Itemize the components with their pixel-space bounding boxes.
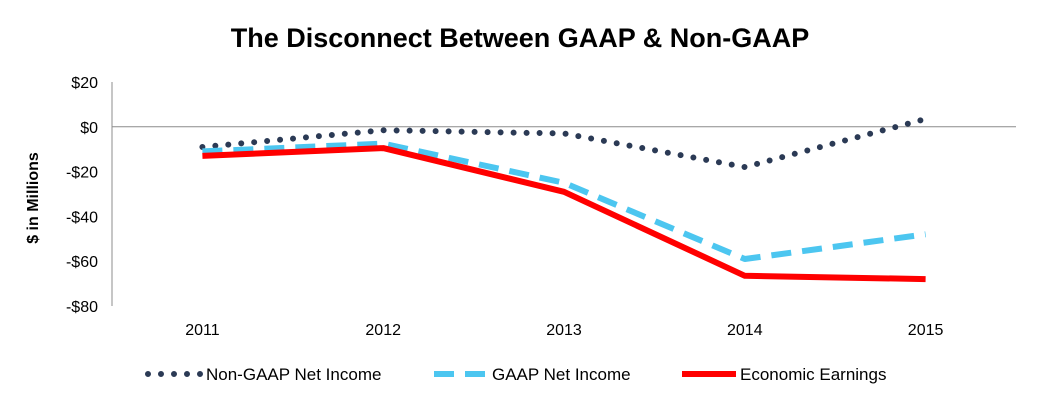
legend: Non-GAAP Net Income GAAP Net Income Econom… bbox=[145, 365, 886, 384]
chart-title: The Disconnect Between GAAP & Non-GAAP bbox=[231, 23, 810, 53]
x-tick-label: 2011 bbox=[185, 322, 220, 339]
y-tick-label: -$80 bbox=[66, 299, 98, 316]
x-tick-label: 2012 bbox=[365, 322, 401, 339]
x-tick-labels: 2011 2012 2013 2014 2015 bbox=[185, 322, 943, 339]
axes bbox=[111, 82, 1016, 306]
y-tick-label: -$60 bbox=[66, 254, 98, 271]
y-tick-label: -$20 bbox=[66, 165, 98, 182]
y-tick-label: $20 bbox=[71, 75, 98, 92]
x-tick-label: 2013 bbox=[546, 322, 582, 339]
y-axis-label: $ in Millions bbox=[25, 152, 42, 244]
legend-label-gaap-net-income: GAAP Net Income bbox=[492, 365, 631, 384]
series-line-gaap-net-income bbox=[202, 140, 927, 262]
y-tick-label: $0 bbox=[80, 120, 98, 137]
y-tick-labels: $20 $0 -$20 -$40 -$60 -$80 bbox=[66, 75, 98, 316]
x-tick-label: 2014 bbox=[727, 322, 763, 339]
series-lines bbox=[199, 116, 929, 283]
legend-label-economic-earnings: Economic Earnings bbox=[740, 365, 886, 384]
legend-label-non-gaap-net-income: Non-GAAP Net Income bbox=[206, 365, 381, 384]
y-tick-label: -$40 bbox=[66, 209, 98, 226]
x-tick-label: 2015 bbox=[908, 322, 944, 339]
series-line-non-gaap-net-income bbox=[199, 116, 929, 171]
series-line-economic-earnings bbox=[202, 145, 926, 283]
